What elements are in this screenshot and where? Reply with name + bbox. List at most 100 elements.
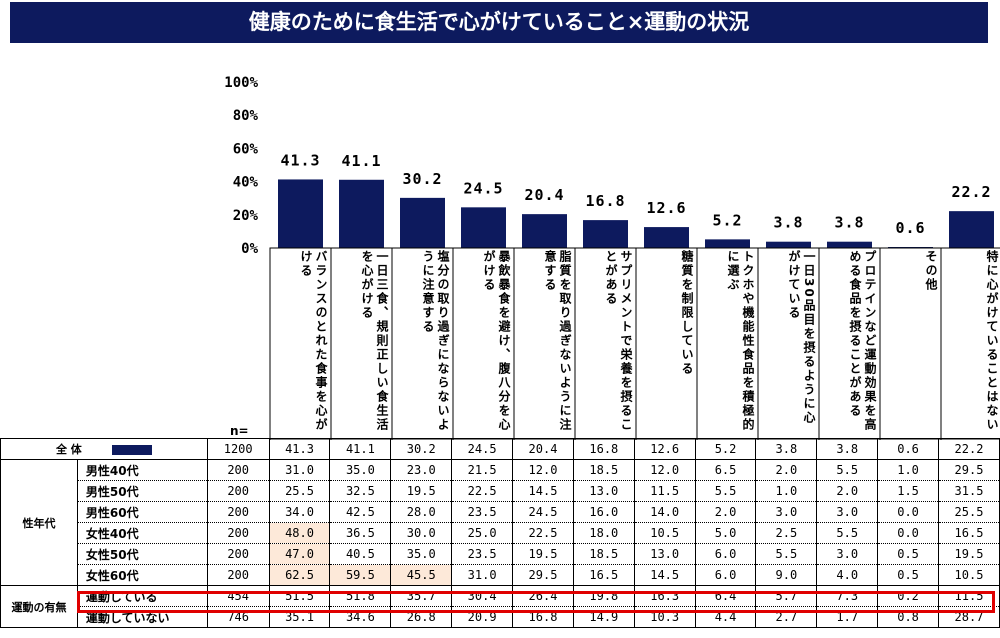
table-cell: 18.0 (573, 522, 635, 544)
table-cell: 13.0 (634, 543, 696, 565)
table-cell: 22.2 (938, 438, 1000, 460)
category-label-box: 糖質を制限している (680, 250, 694, 376)
table-cell: 16.5 (573, 564, 635, 586)
table-row-total: 全 体 1200 41.3 41.1 30.2 24.5 20.4 16.8 12.6 5.2 3.… (0, 438, 1000, 460)
table-cell: 22.5 (451, 480, 514, 502)
table-cell: 35.0 (390, 543, 453, 565)
table-cell: 42.5 (329, 501, 392, 523)
table-cell: 29.5 (512, 564, 574, 586)
table-cell: 14.5 (634, 564, 696, 586)
table-cell: 16.0 (573, 501, 635, 523)
table-cell: 12.0 (512, 459, 574, 481)
y-tick-label: 40% (233, 175, 259, 191)
table-cell: 31.0 (451, 564, 514, 586)
y-tick-label: 20% (233, 208, 259, 224)
y-tick-label: 80% (233, 108, 259, 124)
bar (644, 227, 689, 248)
table-cell: 23.5 (451, 501, 514, 523)
row-label: 男性40代 (77, 459, 208, 481)
row-label: 男性50代 (77, 480, 208, 502)
table-cell: 11.5 (938, 585, 1000, 607)
category-label: 脂質を取り過ぎないように注意する (543, 250, 572, 432)
table-row: 女性60代 200 62.5 59.5 45.5 31.0 29.5 16.5 14.5 6.0 9… (1, 564, 1000, 586)
data-label: 24.5 (463, 179, 503, 197)
total-label-cell: 全 体 (0, 438, 208, 460)
sample-size: 200 (207, 522, 270, 544)
n-label: n= (230, 424, 249, 438)
table-cell: 4.0 (816, 564, 879, 586)
table-cell: 31.5 (938, 480, 1000, 502)
table-cell: 6.5 (695, 459, 757, 481)
category-label: 一日三食、規則正しい食生活を心がける (360, 250, 389, 432)
y-tick-label: 0% (241, 241, 258, 257)
category-label-box: トクホや機能性食品を積極的に選ぶ (726, 250, 755, 432)
legend-swatch (111, 445, 152, 455)
bar (583, 220, 628, 248)
table-cell: 6.0 (695, 543, 757, 565)
table-cell: 14.5 (512, 480, 574, 502)
table-cell: 0.6 (877, 438, 939, 460)
category-label: 一日30品目を摂るように心がけている (787, 250, 816, 425)
bar (949, 211, 994, 248)
table-cell: 3.0 (755, 501, 818, 523)
page-title: 健康のために食生活で心がけていること×運動の状況 (248, 10, 750, 34)
category-label-box: 一日30品目を摂るように心がけている (787, 250, 816, 425)
table-cell: 14.0 (634, 501, 696, 523)
data-label: 0.6 (895, 219, 925, 237)
table-cell: 5.0 (695, 522, 757, 544)
table-cell: 2.0 (695, 501, 757, 523)
table-cell: 35.0 (329, 459, 392, 481)
sample-size: 200 (207, 459, 270, 481)
category-label: 塩分の取り過ぎにならないように注意する (421, 250, 450, 432)
category-label-box: 一日三食、規則正しい食生活を心がける (360, 250, 389, 432)
category-label-box: サプリメントで栄養を摂ることがある (604, 250, 633, 432)
sample-size: 1200 (207, 438, 270, 460)
total-label: 全 体 (55, 443, 82, 456)
group-label: 性年代 (0, 459, 78, 586)
bar (766, 241, 811, 248)
table-cell: 28.0 (390, 501, 453, 523)
bar (827, 241, 872, 248)
table-cell: 5.5 (695, 480, 757, 502)
category-label: バランスのとれた食事を心がける (299, 250, 328, 432)
table-cell: 0.0 (877, 501, 939, 523)
table-cell: 18.5 (573, 459, 635, 481)
category-label-box: プロテインなど運動効果を高める食品を摂ることがある (848, 250, 877, 432)
table-cell: 10.5 (634, 522, 696, 544)
table-cell: 20.4 (512, 438, 574, 460)
table-cell: 5.5 (755, 543, 818, 565)
table-cell: 62.5 (269, 564, 331, 586)
bar (705, 239, 750, 248)
table-cell: 25.5 (269, 480, 331, 502)
category-label: 暴飲暴食を避け、腹八分を心がける (482, 250, 511, 432)
table-cell: 22.5 (512, 522, 574, 544)
table-cell: 16.5 (938, 522, 1000, 544)
table-cell: 12.0 (634, 459, 696, 481)
category-label: トクホや機能性食品を積極的に選ぶ (726, 250, 755, 432)
bar (522, 214, 567, 248)
data-label: 22.2 (951, 183, 991, 201)
table-row: 女性50代 200 47.0 40.5 35.0 23.5 19.5 18.5 13.0 6.0 5… (1, 543, 1000, 565)
category-label-box: 暴飲暴食を避け、腹八分を心がける (482, 250, 511, 432)
highlight-frame-exercise-row (77, 591, 995, 613)
table-cell: 34.0 (269, 501, 331, 523)
bar (339, 179, 384, 248)
category-label: 糖質を制限している (680, 250, 694, 376)
data-label: 30.2 (402, 170, 442, 188)
data-label: 16.8 (585, 192, 625, 210)
table-cell: 3.0 (816, 501, 879, 523)
category-label: その他 (924, 250, 938, 292)
table-cell: 19.5 (938, 543, 1000, 565)
table-cell: 18.5 (573, 543, 635, 565)
bar (461, 207, 506, 248)
table-cell: 23.0 (390, 459, 453, 481)
bar (400, 197, 445, 248)
row-label: 女性50代 (77, 543, 208, 565)
table-cell: 9.0 (755, 564, 818, 586)
table-cell: 48.0 (269, 522, 331, 544)
row-label: 男性60代 (77, 501, 208, 523)
sample-size: 200 (207, 480, 270, 502)
table-cell: 6.0 (695, 564, 757, 586)
table-cell: 59.5 (329, 564, 392, 586)
table-cell: 19.5 (512, 543, 574, 565)
